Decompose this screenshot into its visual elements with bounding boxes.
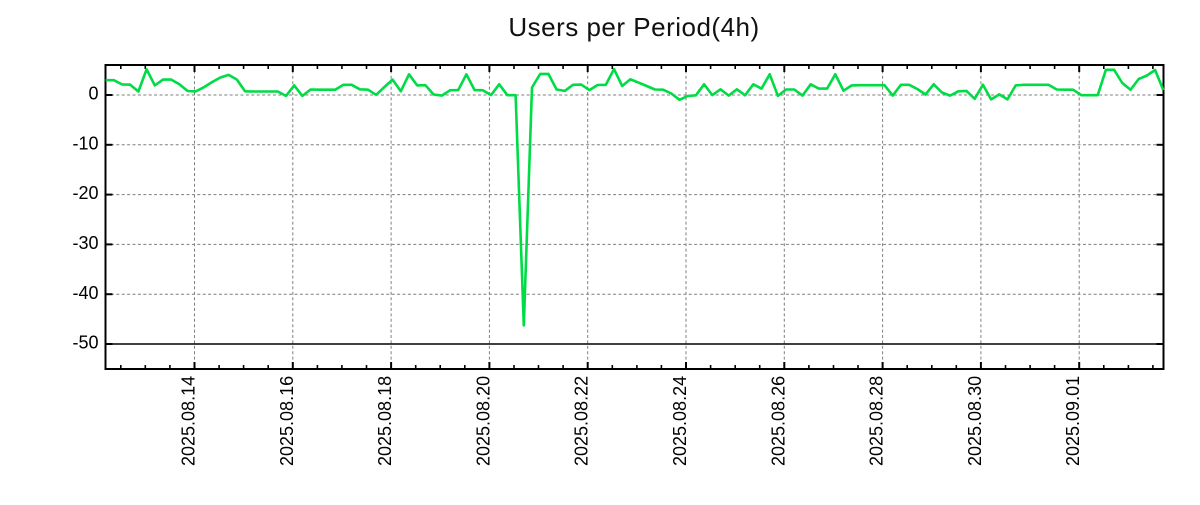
svg-text:2025.09.01: 2025.09.01 bbox=[1063, 376, 1083, 466]
svg-text:Users per Period(4h): Users per Period(4h) bbox=[508, 12, 759, 42]
svg-text:2025.08.28: 2025.08.28 bbox=[867, 376, 887, 466]
svg-text:2025.08.30: 2025.08.30 bbox=[965, 376, 985, 466]
svg-text:2025.08.22: 2025.08.22 bbox=[572, 376, 592, 466]
svg-text:-20: -20 bbox=[72, 183, 98, 203]
svg-text:-30: -30 bbox=[72, 233, 98, 253]
svg-text:2025.08.24: 2025.08.24 bbox=[670, 376, 690, 466]
svg-text:-40: -40 bbox=[72, 283, 98, 303]
svg-text:2025.08.26: 2025.08.26 bbox=[768, 376, 788, 466]
svg-text:2025.08.20: 2025.08.20 bbox=[473, 376, 493, 466]
svg-text:2025.08.18: 2025.08.18 bbox=[375, 376, 395, 466]
svg-text:-10: -10 bbox=[72, 133, 98, 153]
svg-text:2025.08.16: 2025.08.16 bbox=[277, 376, 297, 466]
svg-text:0: 0 bbox=[88, 84, 98, 104]
svg-text:2025.08.14: 2025.08.14 bbox=[179, 376, 199, 466]
svg-text:-50: -50 bbox=[72, 333, 98, 353]
